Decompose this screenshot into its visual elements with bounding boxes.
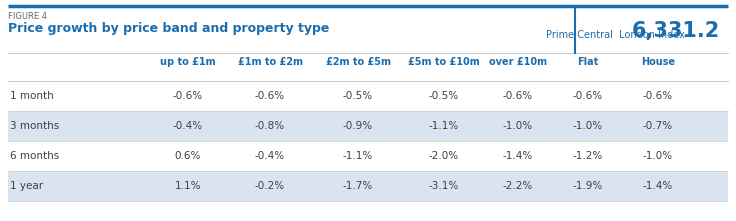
Text: Prime Central  London Index: Prime Central London Index <box>545 30 684 40</box>
Text: Flat: Flat <box>577 57 598 67</box>
Text: 1 month: 1 month <box>10 91 54 101</box>
Text: -0.6%: -0.6% <box>643 91 673 101</box>
Text: -0.8%: -0.8% <box>255 121 285 131</box>
Text: -0.4%: -0.4% <box>255 151 285 161</box>
Text: 0.6%: 0.6% <box>175 151 201 161</box>
Text: -0.2%: -0.2% <box>255 181 285 191</box>
Text: -1.1%: -1.1% <box>429 121 459 131</box>
Bar <box>8 171 728 201</box>
Text: 6,331.2: 6,331.2 <box>631 21 720 41</box>
Text: House: House <box>641 57 675 67</box>
Text: -1.7%: -1.7% <box>343 181 373 191</box>
Text: -1.1%: -1.1% <box>343 151 373 161</box>
Text: FIGURE 4: FIGURE 4 <box>8 12 47 21</box>
Text: -2.0%: -2.0% <box>429 151 459 161</box>
Text: -0.5%: -0.5% <box>429 91 459 101</box>
Text: -0.6%: -0.6% <box>255 91 285 101</box>
Text: -0.6%: -0.6% <box>573 91 603 101</box>
Text: -0.6%: -0.6% <box>173 91 203 101</box>
Text: Price growth by price band and property type: Price growth by price band and property … <box>8 22 330 35</box>
Text: -3.1%: -3.1% <box>429 181 459 191</box>
Bar <box>8 111 728 141</box>
Text: 6 months: 6 months <box>10 151 60 161</box>
Text: -0.6%: -0.6% <box>503 91 533 101</box>
Text: -1.0%: -1.0% <box>573 121 603 131</box>
Text: up to £1m: up to £1m <box>160 57 216 67</box>
Text: -0.4%: -0.4% <box>173 121 203 131</box>
Text: -1.0%: -1.0% <box>503 121 533 131</box>
Text: -1.4%: -1.4% <box>503 151 533 161</box>
Text: 1.1%: 1.1% <box>174 181 201 191</box>
Text: -1.0%: -1.0% <box>643 151 673 161</box>
Text: £2m to £5m: £2m to £5m <box>325 57 391 67</box>
Text: 1 year: 1 year <box>10 181 43 191</box>
Text: -1.4%: -1.4% <box>643 181 673 191</box>
Text: -2.2%: -2.2% <box>503 181 533 191</box>
Text: 3 months: 3 months <box>10 121 60 131</box>
Text: -0.7%: -0.7% <box>643 121 673 131</box>
Text: £5m to £10m: £5m to £10m <box>408 57 480 67</box>
Text: £1m to £2m: £1m to £2m <box>238 57 302 67</box>
Text: over £10m: over £10m <box>489 57 547 67</box>
Text: -0.5%: -0.5% <box>343 91 373 101</box>
Text: -0.9%: -0.9% <box>343 121 373 131</box>
Text: -1.2%: -1.2% <box>573 151 603 161</box>
Text: -1.9%: -1.9% <box>573 181 603 191</box>
